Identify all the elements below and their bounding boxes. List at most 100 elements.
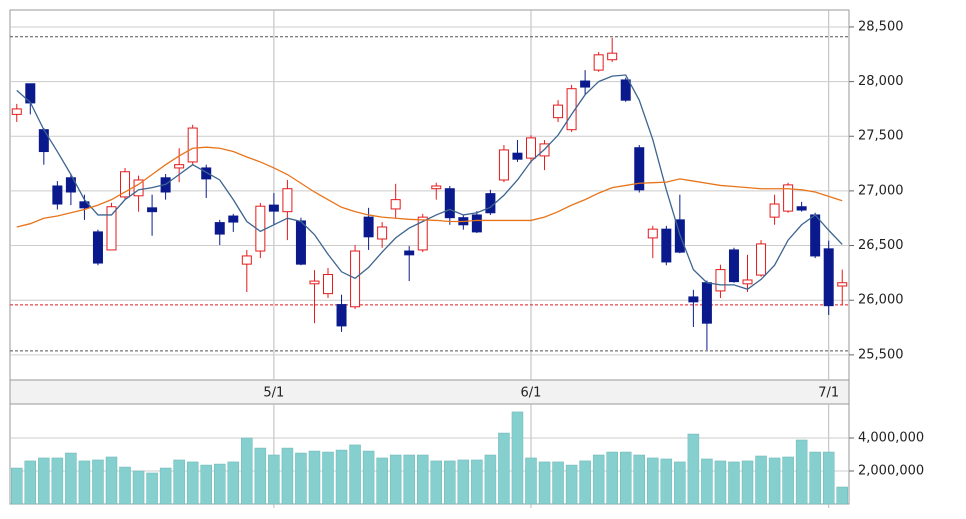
volume-bar — [579, 460, 591, 505]
volume-bar — [335, 449, 348, 505]
candle-body — [404, 250, 415, 256]
volume-bar — [281, 447, 294, 505]
volume-bar — [647, 457, 659, 505]
candle-body — [485, 193, 496, 214]
volume-bar — [795, 439, 808, 505]
y-tick-label: 27,000 — [858, 183, 904, 198]
volume-bar — [105, 456, 118, 505]
volume-bar — [484, 454, 497, 505]
volume-bar — [376, 457, 388, 505]
volume-bar — [728, 461, 740, 505]
volume-bar — [741, 460, 754, 505]
date-band — [9, 379, 850, 405]
volume-bar — [457, 459, 470, 505]
candle-body — [323, 274, 334, 295]
candle-body — [769, 203, 780, 218]
volume-bar — [173, 459, 185, 505]
volume-bar — [687, 433, 700, 505]
candle-body — [593, 54, 604, 71]
candle-body — [377, 226, 388, 240]
volume-bar — [538, 461, 551, 505]
candle-body — [336, 304, 347, 327]
candle-body — [295, 220, 306, 265]
volume-bar — [511, 411, 524, 505]
volume-bar — [525, 457, 537, 505]
volume-bar — [362, 450, 375, 505]
candle-body — [52, 185, 63, 205]
volume-bar — [619, 451, 632, 505]
candle-body — [728, 249, 739, 283]
volume-bar — [214, 463, 226, 505]
moving-average — [16, 146, 843, 228]
volume-bar — [471, 459, 483, 505]
x-tick-label: 6/1 — [521, 386, 542, 401]
volume-bar — [768, 457, 781, 505]
candle-body — [525, 137, 536, 159]
volume-bar — [146, 472, 158, 505]
candle-body — [634, 147, 645, 191]
candle-body — [241, 255, 252, 265]
volume-bar — [295, 452, 307, 505]
candle-body — [106, 206, 117, 251]
candle-body — [566, 88, 577, 131]
volume-bar — [660, 458, 673, 505]
volume-bar — [119, 466, 131, 505]
candle-body — [512, 152, 523, 160]
candle-body — [471, 214, 482, 233]
candle-body — [174, 164, 185, 169]
candle-body — [363, 216, 374, 238]
y-tick-label: 28,000 — [858, 74, 904, 89]
candle-body — [120, 171, 131, 198]
candle-body — [268, 204, 279, 212]
volume-bar — [241, 437, 253, 505]
volume-bar — [633, 454, 645, 505]
volume-bar — [186, 461, 199, 505]
candle-body — [133, 179, 144, 197]
volume-bar — [755, 455, 767, 505]
y-tick-label: 2,000,000 — [858, 463, 924, 478]
candle-body — [282, 188, 293, 213]
y-tick-label: 25,500 — [858, 347, 904, 362]
candle-body — [810, 214, 821, 257]
volume-bar — [65, 452, 77, 505]
volume-bar — [403, 454, 415, 505]
volume-bar — [498, 432, 510, 505]
volume-bar — [552, 461, 564, 505]
candle-body — [715, 269, 726, 292]
candle-body — [38, 129, 49, 153]
volume-bar — [836, 486, 848, 505]
candle-body — [187, 127, 198, 163]
candle-body — [201, 167, 212, 180]
candle-body — [607, 52, 618, 61]
volume-bar — [782, 456, 794, 505]
candle-body — [553, 104, 564, 119]
volume-bar — [159, 467, 172, 505]
candle-body — [390, 199, 401, 210]
candle-body — [214, 222, 225, 235]
volume-bar — [565, 464, 578, 505]
candle-body — [661, 228, 672, 263]
moving-average — [16, 74, 843, 290]
volume-bar — [592, 454, 605, 505]
volume-bar — [322, 451, 334, 505]
candle-body — [688, 296, 699, 303]
candle-body — [756, 243, 767, 276]
y-tick-label: 4,000,000 — [858, 430, 924, 445]
candle-body — [11, 108, 22, 115]
volume-bar — [606, 451, 618, 505]
volume-bar — [416, 454, 429, 505]
candle-body — [783, 184, 794, 212]
volume-bar — [200, 464, 212, 505]
volume-bar — [308, 450, 321, 505]
volume-bar — [822, 451, 835, 505]
volume-bar — [132, 470, 145, 505]
y-tick-label: 28,500 — [858, 19, 904, 34]
candle-body — [417, 216, 428, 251]
x-tick-label: 5/1 — [263, 386, 284, 401]
candle-body — [620, 79, 631, 101]
volume-bar — [349, 444, 361, 505]
candle-body — [444, 188, 455, 219]
y-tick-label: 27,500 — [858, 129, 904, 144]
volume-bar — [674, 461, 686, 505]
